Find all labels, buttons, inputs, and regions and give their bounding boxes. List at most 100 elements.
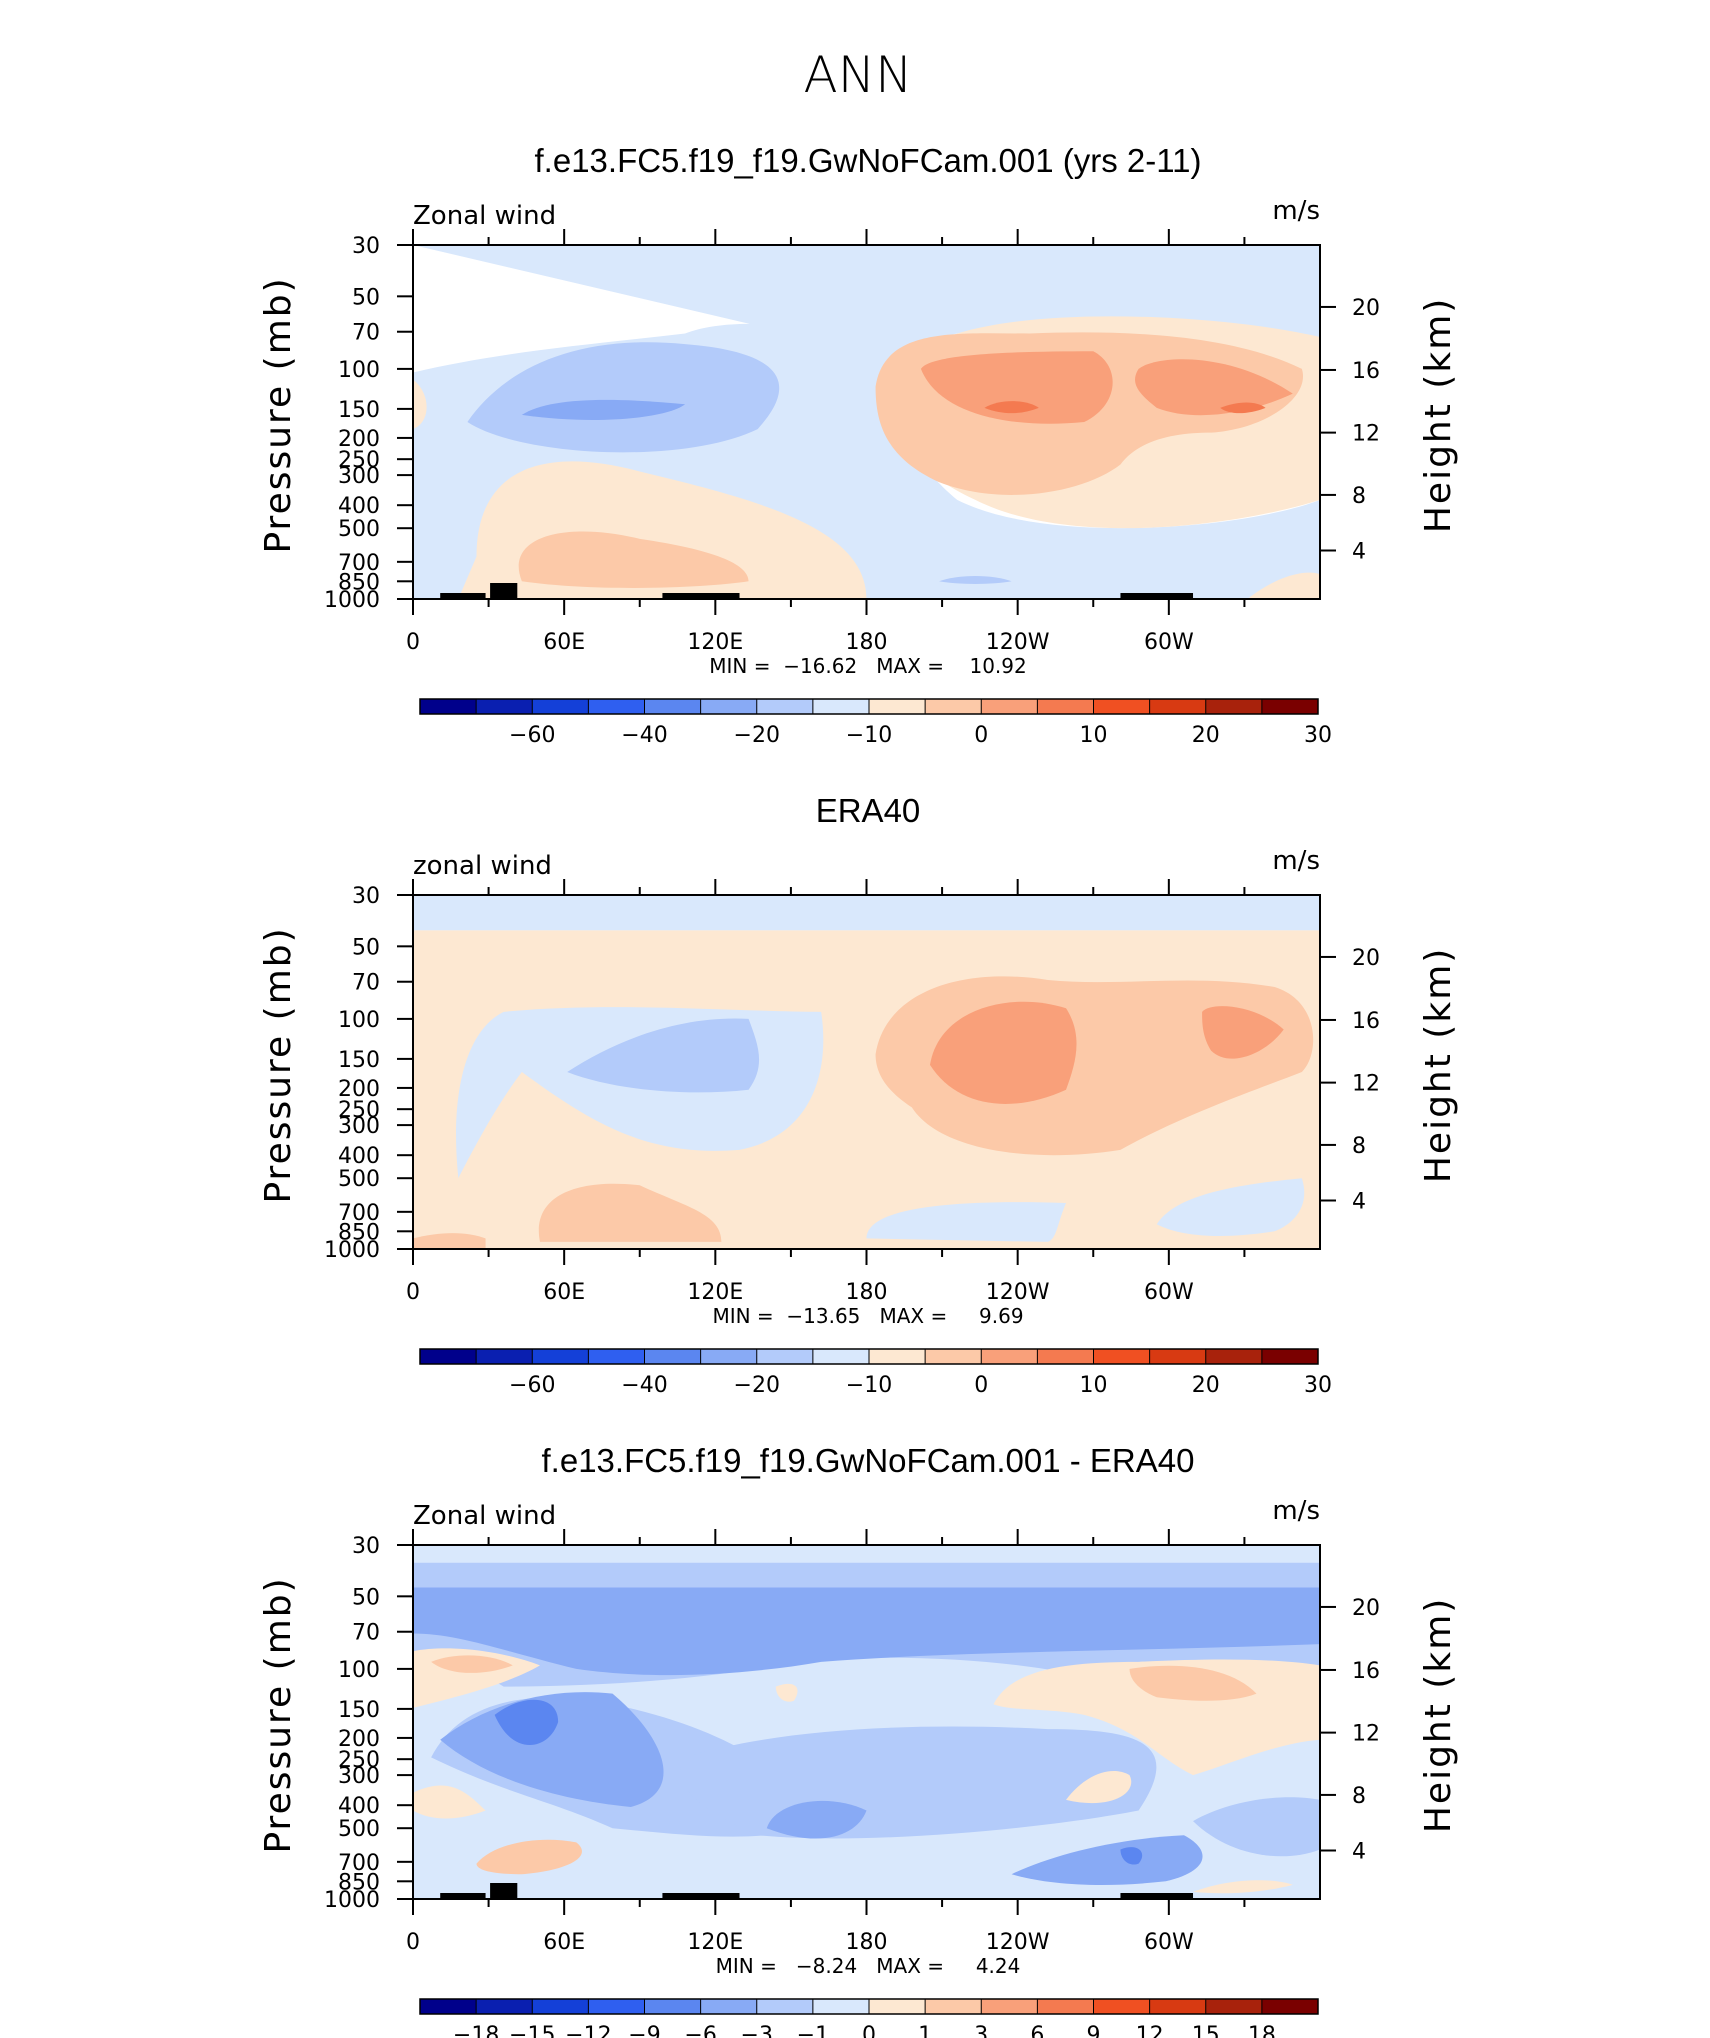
colorbar: −18 −15 −12 −9 −6 −3 −1 0 1 3 6 9 12 15 18 xyxy=(419,1998,1319,2038)
y-right-tick-label: 12 xyxy=(1352,422,1380,447)
y-tick-label: 70 xyxy=(352,971,380,996)
colorbar-swatch xyxy=(420,699,477,714)
colorbar-label: 30 xyxy=(1304,723,1332,748)
min-max-stats: MIN = −16.62 MAX = 10.92 xyxy=(709,654,1026,678)
contour-region-15 xyxy=(1129,1665,1257,1701)
colorbar-label: −20 xyxy=(734,723,780,748)
y-tick-label: 850 xyxy=(338,1870,380,1895)
colorbar-label: 1 xyxy=(918,2023,932,2038)
contour-region-10 xyxy=(1156,1178,1305,1236)
colorbar-swatch xyxy=(588,1999,645,2014)
y-tick-label: 850 xyxy=(338,570,380,595)
colorbar-swatch xyxy=(700,1349,758,1364)
panel-2: ERA40 zonal wind m/s 0 60E 120E 180 120W 60W 30 50… xyxy=(258,792,1459,1398)
colorbar-swatch xyxy=(1093,1349,1151,1364)
y-tick-label: 50 xyxy=(352,935,380,960)
y-tick-label: 500 xyxy=(338,1167,380,1192)
colorbar-swatch xyxy=(420,1349,477,1364)
y-right-tick-label: 20 xyxy=(1352,296,1380,321)
colorbar-swatch xyxy=(476,699,533,714)
colorbar-label: 9 xyxy=(1087,2023,1101,2038)
land-mask xyxy=(440,593,486,599)
colorbar-swatch xyxy=(644,699,702,714)
contour-region-3 xyxy=(413,1587,1320,1676)
y-tick-label: 250 xyxy=(338,1098,380,1123)
colorbar-frame xyxy=(419,1998,1319,2015)
x-tick-label: 180 xyxy=(846,1930,888,1955)
contour-region-9 xyxy=(866,1202,1067,1242)
x-tick-label: 60E xyxy=(543,1930,585,1955)
colorbar-swatch xyxy=(644,1999,702,2014)
colorbar-label: −20 xyxy=(734,1373,780,1398)
colorbar-label: 20 xyxy=(1192,1373,1220,1398)
x-tick-label: 0 xyxy=(406,630,420,655)
colorbar-swatch xyxy=(588,1349,645,1364)
colorbar-swatch xyxy=(588,699,645,714)
y-right-tick-label: 16 xyxy=(1352,1659,1380,1684)
x-tick-label: 60E xyxy=(543,630,585,655)
colorbar-label: 10 xyxy=(1080,723,1108,748)
contour-region-13 xyxy=(431,1655,513,1673)
colorbar-swatch xyxy=(420,1999,477,2014)
x-tick-label: 60W xyxy=(1144,1280,1194,1305)
contour-region-6 xyxy=(929,1001,1077,1104)
y-tick-label: 70 xyxy=(352,1621,380,1646)
land-mask xyxy=(490,1883,518,1899)
y-tick-label: 50 xyxy=(352,1585,380,1610)
y-tick-label: 100 xyxy=(338,1008,380,1033)
colorbar-label: 30 xyxy=(1304,1373,1332,1398)
land-mask xyxy=(662,593,740,599)
colorbar-swatch xyxy=(925,1349,982,1364)
min-max-stats: MIN = −13.65 MAX = 9.69 xyxy=(712,1304,1023,1328)
y-tick-label: 700 xyxy=(338,551,380,576)
y-tick-label: 1000 xyxy=(324,588,380,613)
colorbar-swatch xyxy=(1261,1999,1319,2014)
y-tick-label: 500 xyxy=(338,517,380,542)
y-right-tick-label: 12 xyxy=(1352,1722,1380,1747)
x-tick-label: 60W xyxy=(1144,1930,1194,1955)
y-tick-label: 200 xyxy=(338,1727,380,1752)
contour-region-3 xyxy=(413,379,427,430)
y-right-tick-label: 8 xyxy=(1352,1784,1366,1809)
panel-1: f.e13.FC5.f19_f19.GwNoFCam.001 (yrs 2-11… xyxy=(258,142,1459,748)
colorbar-swatch xyxy=(981,1349,1038,1364)
colorbar-swatch xyxy=(700,1999,758,2014)
contour-region-14 xyxy=(939,575,1012,584)
colorbar-label: −15 xyxy=(509,2023,555,2038)
colorbar-swatch xyxy=(532,1349,589,1364)
contour-region-20 xyxy=(1193,1880,1293,1894)
contour-region-19 xyxy=(476,1839,582,1875)
y-tick-label: 150 xyxy=(338,398,380,423)
y-right-axis-label: Height (km) xyxy=(1418,297,1459,533)
colorbar-swatch xyxy=(869,1349,926,1364)
colorbar-label: 20 xyxy=(1192,723,1220,748)
contour-region-8 xyxy=(538,1183,722,1242)
colorbar-swatch xyxy=(1037,699,1094,714)
x-tick-label: 120E xyxy=(687,630,743,655)
min-max-stats: MIN = −8.24 MAX = 4.24 xyxy=(716,1954,1021,1978)
panel-title: f.e13.FC5.f19_f19.GwNoFCam.001 (yrs 2-11… xyxy=(535,142,1202,179)
contour-field xyxy=(413,245,1320,599)
x-tick-label: 180 xyxy=(846,1280,888,1305)
colorbar-swatch xyxy=(1205,1999,1263,2014)
y-tick-label: 200 xyxy=(338,427,380,452)
y-tick-label: 30 xyxy=(352,1534,380,1559)
colorbar-label: 0 xyxy=(974,1373,988,1398)
y-tick-label: 300 xyxy=(338,1114,380,1139)
y-tick-label: 150 xyxy=(338,1048,380,1073)
colorbar-label: −10 xyxy=(846,723,892,748)
y-right-tick-label: 16 xyxy=(1352,1009,1380,1034)
contour-region-17 xyxy=(1066,1770,1132,1804)
y-right-tick-label: 20 xyxy=(1352,1596,1380,1621)
colorbar-frame xyxy=(419,1348,1319,1365)
land-mask xyxy=(490,583,518,599)
y-tick-label: 1000 xyxy=(324,1888,380,1913)
y-right-tick-label: 16 xyxy=(1352,359,1380,384)
x-tick-label: 60E xyxy=(543,1280,585,1305)
contour-region-16 xyxy=(775,1683,798,1702)
contour-region-6 xyxy=(494,1699,559,1746)
colorbar-label: −6 xyxy=(684,2023,716,2038)
colorbar-label: −60 xyxy=(509,1373,555,1398)
colorbar-swatch xyxy=(700,699,758,714)
